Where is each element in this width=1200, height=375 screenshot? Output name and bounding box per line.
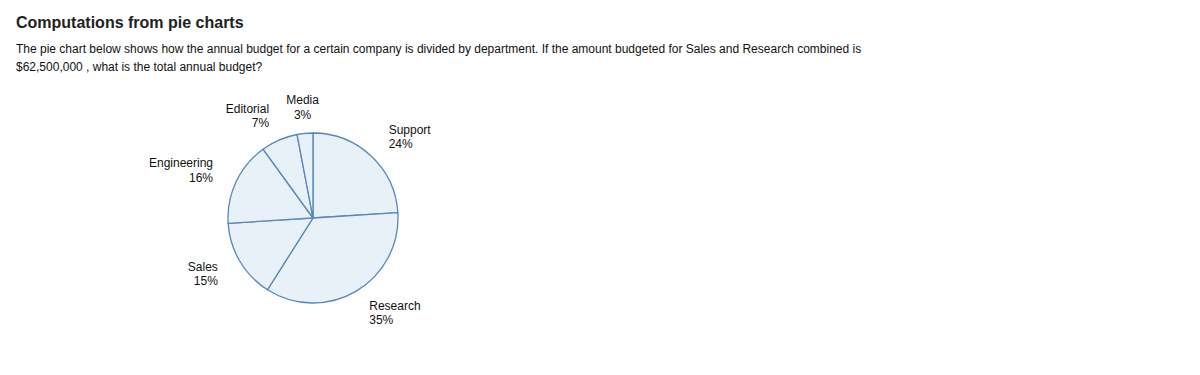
svg-text:Media3%: Media3% [286, 93, 319, 121]
svg-text:Research35%: Research35% [369, 299, 420, 327]
svg-text:Sales15%: Sales15% [188, 260, 218, 288]
html-text:Computations from pie charts: Computations from pie charts [16, 14, 244, 31]
svg-text:Engineering16%: Engineering16% [149, 156, 213, 184]
html-text:The pie chart below shows how: The pie chart below shows how the annual… [16, 42, 862, 56]
html-text:$62,500,000 , what is the tota: $62,500,000 , what is the total annual b… [16, 60, 263, 74]
svg-text:Support24%: Support24% [389, 123, 432, 151]
svg-text:Editorial7%: Editorial7% [226, 102, 270, 130]
